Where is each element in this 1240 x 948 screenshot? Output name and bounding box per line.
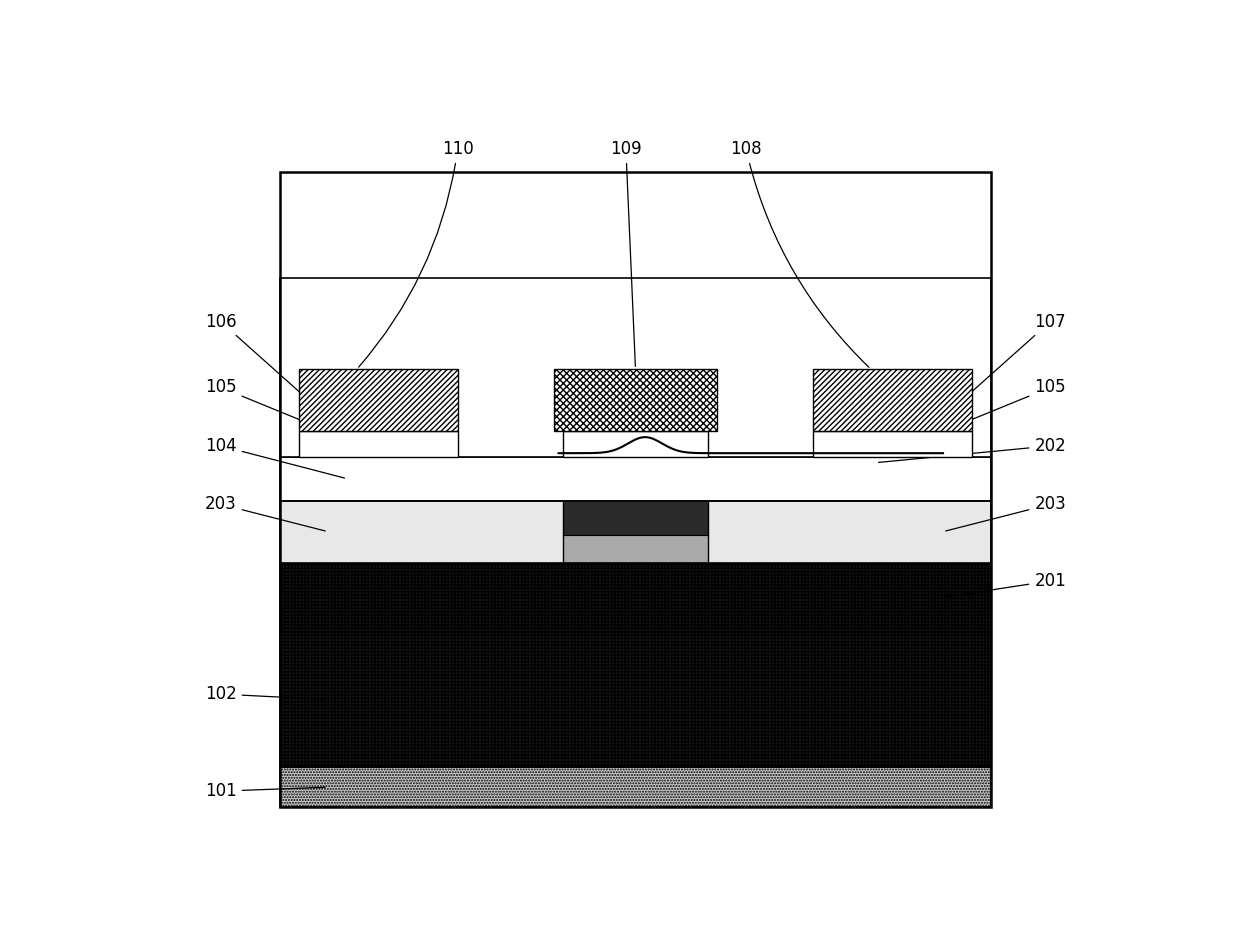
Text: 101: 101 [205, 782, 325, 800]
Text: 110: 110 [358, 140, 474, 367]
Text: 106: 106 [205, 313, 306, 398]
Text: 108: 108 [730, 140, 869, 367]
Bar [813, 431, 972, 457]
Text: 107: 107 [965, 313, 1066, 398]
Text: 202: 202 [878, 437, 1066, 463]
Text: 104: 104 [205, 437, 345, 478]
Bar [299, 369, 458, 431]
Bar [563, 431, 708, 457]
Bar [280, 501, 991, 563]
Bar [563, 501, 708, 535]
Bar [280, 457, 991, 501]
Text: 203: 203 [946, 495, 1066, 531]
Bar [280, 632, 991, 767]
Bar [280, 278, 991, 457]
Text: 102: 102 [205, 685, 325, 703]
Bar [280, 501, 563, 563]
Text: 105: 105 [946, 378, 1066, 430]
Text: 203: 203 [205, 495, 325, 531]
Bar [563, 535, 708, 563]
Text: 105: 105 [205, 378, 325, 430]
Bar [280, 563, 991, 632]
Text: 201: 201 [946, 572, 1066, 597]
Bar [813, 369, 972, 431]
Bar [554, 369, 717, 431]
Bar [280, 173, 991, 808]
Bar [280, 767, 991, 808]
Bar [708, 501, 991, 563]
Bar [299, 431, 458, 457]
Text: 109: 109 [610, 140, 642, 367]
